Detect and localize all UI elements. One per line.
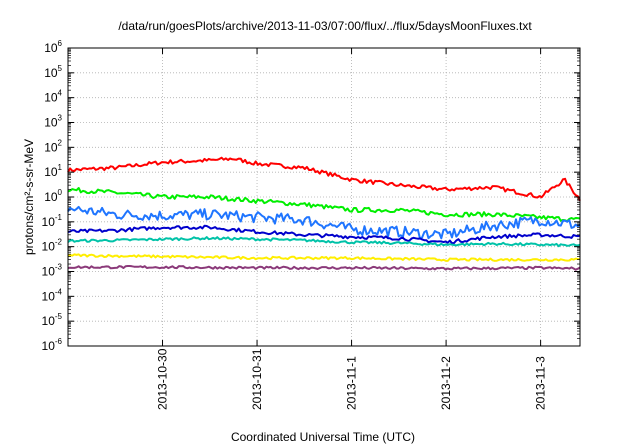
y-tick-label: 100 xyxy=(44,188,62,204)
y-tick-label: 106 xyxy=(44,39,62,55)
series-line xyxy=(67,236,581,248)
y-axis-label-text: protons/cm²-s-sr-MeV xyxy=(22,139,36,255)
y-tick-label: 10-5 xyxy=(42,312,63,328)
x-tick-label: 2013-11-3 xyxy=(534,356,548,410)
x-tick-label: 2013-10-30 xyxy=(156,348,170,410)
grid xyxy=(68,48,580,346)
y-tick-label: 102 xyxy=(44,138,62,154)
series-line xyxy=(67,265,581,271)
y-tick-label: 10-1 xyxy=(42,213,63,229)
x-axis-label: Coordinated Universal Time (UTC) xyxy=(231,430,415,444)
y-tick-label: 104 xyxy=(44,89,62,105)
series-line xyxy=(67,156,581,202)
x-tick-label: 2013-10-31 xyxy=(250,348,264,410)
series-line xyxy=(67,224,581,245)
series-group xyxy=(67,156,581,271)
y-tick-label: 105 xyxy=(44,64,62,80)
y-axis-label: protons/cm²-s-sr-MeV xyxy=(22,139,36,255)
x-tick-label: 2013-11-1 xyxy=(345,356,359,410)
y-tick-label: 10-6 xyxy=(42,337,63,353)
y-tick-label: 103 xyxy=(44,114,62,130)
y-tick-label: 10-3 xyxy=(42,263,63,279)
plot-frame xyxy=(67,47,581,347)
y-tick-label: 10-2 xyxy=(42,238,63,254)
axes: 10-6 10-5 10-4 10-3 10-2 10-1 100 101 102 103 104 1… xyxy=(42,39,581,410)
y-tick-label: 10-4 xyxy=(42,287,63,303)
series-line xyxy=(67,205,581,240)
x-tick-label: 2013-11-2 xyxy=(439,356,453,410)
y-tick-label: 101 xyxy=(44,163,62,179)
series-line xyxy=(67,253,581,262)
chart-title: /data/run/goesPlots/archive/2013-11-03/0… xyxy=(118,19,532,33)
series-line xyxy=(67,187,581,223)
